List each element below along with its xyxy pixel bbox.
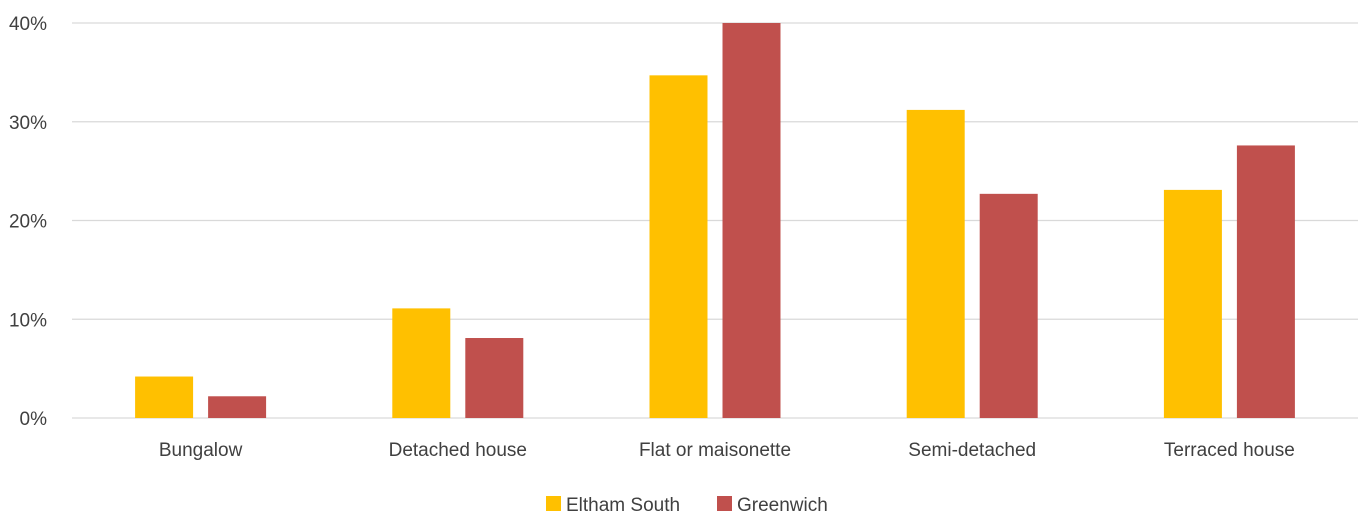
bar-greenwich-flat-or-maisonette xyxy=(722,23,781,418)
bar-eltham-south-detached-house xyxy=(392,308,451,418)
legend-swatch-greenwich xyxy=(717,496,732,511)
x-category-label: Bungalow xyxy=(159,440,243,461)
x-axis-category-labels: Bungalow Detached house Flat or maisonette… xyxy=(159,440,1295,461)
bars xyxy=(135,23,1295,419)
x-category-label: Detached house xyxy=(389,440,527,461)
bar-eltham-south-bungalow xyxy=(135,376,194,418)
x-category-label: Semi-detached xyxy=(908,440,1036,461)
bar-greenwich-bungalow xyxy=(208,396,267,418)
gridlines xyxy=(72,22,1358,419)
legend: Eltham South Greenwich xyxy=(546,495,828,516)
x-category-label: Terraced house xyxy=(1164,440,1295,461)
bar-greenwich-detached-house xyxy=(465,338,524,418)
y-tick-label: 40% xyxy=(9,14,47,35)
x-category-label: Flat or maisonette xyxy=(639,440,791,461)
bar-eltham-south-flat-or-maisonette xyxy=(649,75,708,419)
legend-swatch-eltham-south xyxy=(546,496,561,511)
bar-greenwich-terraced-house xyxy=(1236,145,1295,418)
y-tick-label: 0% xyxy=(20,409,48,430)
y-tick-label: 10% xyxy=(9,310,47,331)
bar-eltham-south-terraced-house xyxy=(1163,189,1222,418)
y-axis-tick-labels: 0% 10% 20% 30% 40% xyxy=(9,14,47,430)
legend-label-eltham-south: Eltham South xyxy=(566,495,680,516)
bar-eltham-south-semi-detached xyxy=(906,109,965,419)
bar-greenwich-semi-detached xyxy=(979,193,1038,418)
legend-label-greenwich: Greenwich xyxy=(737,495,828,516)
y-tick-label: 20% xyxy=(9,212,47,233)
y-tick-label: 30% xyxy=(9,113,47,134)
